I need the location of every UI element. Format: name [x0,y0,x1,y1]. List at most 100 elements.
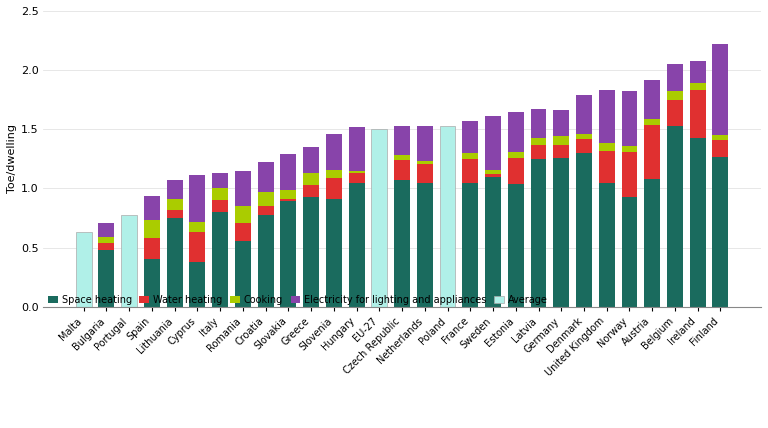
Bar [713,44,728,135]
Bar [667,100,683,126]
Bar [394,180,410,307]
Bar [212,188,228,200]
Bar [417,163,432,183]
Bar [508,112,524,152]
Bar [326,169,342,178]
Bar [190,222,205,232]
Bar [76,232,91,307]
Bar [644,179,660,307]
Bar [599,183,614,307]
Bar [417,183,432,307]
Bar [599,151,614,183]
Bar [257,206,273,214]
Bar [439,126,455,307]
Bar [257,163,273,192]
Bar [235,241,251,307]
Bar [644,119,660,125]
Bar [303,185,319,197]
Bar [621,92,637,146]
Bar [326,178,342,199]
Bar [713,157,728,307]
Bar [121,214,137,307]
Bar [462,183,478,307]
Bar [167,180,183,199]
Bar [167,218,183,307]
Legend: Space heating, Water heating, Cooking, Electricity for lighting and appliances, : Space heating, Water heating, Cooking, E… [48,295,548,305]
Bar [621,152,637,197]
Bar [257,214,273,307]
Bar [280,199,296,202]
Bar [690,61,706,83]
Bar [212,173,228,188]
Bar [190,232,205,262]
Bar [372,129,387,307]
Bar [190,262,205,307]
Bar [167,210,183,218]
Bar [621,146,637,152]
Bar [280,154,296,190]
Bar [667,64,683,92]
Bar [576,134,592,139]
Bar [599,90,614,143]
Bar [257,192,273,206]
Bar [485,116,501,169]
Bar [690,90,706,137]
Bar [713,135,728,140]
Bar [621,197,637,307]
Bar [531,137,547,145]
Bar [531,145,547,159]
Bar [531,109,547,137]
Bar [235,171,251,206]
Bar [235,206,251,223]
Bar [394,160,410,180]
Bar [462,153,478,159]
Bar [667,126,683,307]
Bar [280,190,296,199]
Bar [576,153,592,307]
Bar [98,250,114,307]
Bar [98,243,114,250]
Bar [576,139,592,153]
Bar [644,80,660,119]
Bar [144,259,160,307]
Bar [212,212,228,307]
Bar [690,137,706,307]
Bar [508,184,524,307]
Bar [531,159,547,307]
Bar [485,174,501,177]
Bar [576,95,592,134]
Bar [485,169,501,174]
Bar [508,158,524,184]
Bar [235,223,251,241]
Bar [644,125,660,179]
Bar [190,175,205,222]
Bar [303,147,319,173]
Bar [98,223,114,237]
Bar [508,152,524,158]
Bar [417,126,432,161]
Bar [462,159,478,183]
Bar [326,134,342,169]
Bar [349,127,365,171]
Bar [485,177,501,307]
Bar [303,197,319,307]
Bar [144,196,160,220]
Bar [394,155,410,160]
Bar [349,183,365,307]
Bar [667,92,683,100]
Bar [690,83,706,90]
Bar [280,202,296,307]
Bar [553,137,569,145]
Bar [167,199,183,210]
Bar [303,173,319,185]
Bar [326,199,342,307]
Bar [144,220,160,238]
Bar [349,173,365,183]
Bar [394,126,410,155]
Bar [462,121,478,153]
Bar [553,145,569,158]
Bar [553,110,569,137]
Bar [553,158,569,307]
Bar [349,171,365,173]
Bar [599,143,614,151]
